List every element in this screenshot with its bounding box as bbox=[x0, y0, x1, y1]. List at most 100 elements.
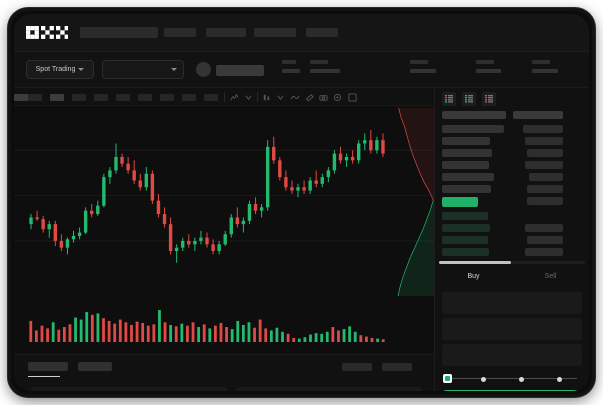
header-nav-markets[interactable] bbox=[206, 28, 246, 37]
orderbook-view-asks-icon[interactable] bbox=[482, 92, 496, 106]
orderbook-ask-row[interactable] bbox=[435, 161, 589, 169]
ticker-stat-label bbox=[532, 60, 550, 64]
timeframe-more[interactable] bbox=[204, 94, 218, 101]
fullscreen-icon[interactable] bbox=[348, 93, 357, 102]
trade-tabs: Buy Sell bbox=[435, 266, 589, 286]
orderbook-bid-row[interactable] bbox=[435, 224, 589, 232]
orders-action-hide-other-pairs[interactable] bbox=[342, 363, 372, 371]
active-tab-underline bbox=[28, 376, 60, 377]
header-nav-trade[interactable] bbox=[254, 28, 296, 37]
chevron-down-icon bbox=[171, 68, 177, 71]
timeframe-1d[interactable] bbox=[138, 94, 152, 101]
percent-slider-handle[interactable] bbox=[443, 374, 452, 383]
orderbook-amount bbox=[525, 224, 563, 232]
order-price-input[interactable] bbox=[442, 292, 582, 314]
market-type-label: Spot Trading bbox=[35, 66, 76, 73]
order-amount-input[interactable] bbox=[442, 318, 582, 340]
orderbook-bid-row[interactable] bbox=[435, 236, 589, 244]
ruler-icon[interactable] bbox=[305, 93, 314, 102]
orders-row-right[interactable] bbox=[236, 387, 422, 391]
ticker-stat-24h-volume bbox=[532, 60, 558, 73]
compare-icon[interactable] bbox=[262, 93, 271, 102]
orders-action-cancel-all[interactable] bbox=[382, 363, 412, 371]
orderbook-scrollbar-thumb[interactable] bbox=[439, 261, 511, 264]
timeframe-1M[interactable] bbox=[182, 94, 196, 101]
timeframe-5m[interactable] bbox=[50, 94, 64, 101]
percent-slider-stop-50[interactable] bbox=[519, 376, 524, 382]
orderbook-amount bbox=[525, 137, 563, 145]
orderbook-col-amount bbox=[513, 111, 563, 119]
orderbook-amount bbox=[527, 236, 563, 244]
settings-icon[interactable] bbox=[276, 93, 285, 102]
candlestick-series bbox=[14, 130, 434, 263]
pair-select[interactable] bbox=[102, 60, 184, 79]
orderbook-col-price bbox=[442, 111, 506, 119]
orderbook-ask-row[interactable] bbox=[435, 185, 589, 193]
orderbook-price bbox=[442, 173, 494, 181]
line-tool-icon[interactable] bbox=[290, 93, 300, 102]
percent-slider-track bbox=[447, 378, 577, 379]
timeframe-1w[interactable] bbox=[160, 94, 174, 101]
orderbook-view-both-icon[interactable] bbox=[442, 92, 456, 106]
timeframe-1m[interactable] bbox=[28, 94, 42, 101]
percent-slider-stop-75[interactable] bbox=[557, 376, 562, 382]
toolbar-divider bbox=[257, 92, 258, 102]
market-type-select[interactable]: Spot Trading bbox=[26, 60, 94, 79]
avatar bbox=[196, 62, 211, 77]
orderbook-price bbox=[442, 125, 504, 133]
candlestick-chart[interactable] bbox=[14, 106, 434, 302]
orders-tab-open-orders[interactable] bbox=[28, 362, 68, 371]
ticker-stat-value bbox=[476, 69, 501, 73]
ticker-bar: Spot Trading bbox=[14, 52, 589, 88]
orderbook-price bbox=[442, 248, 489, 256]
chart-type-icon[interactable] bbox=[244, 93, 253, 102]
orderbook-ask-row[interactable] bbox=[435, 173, 589, 181]
orderbook-price bbox=[442, 161, 489, 169]
magnet-icon[interactable] bbox=[333, 93, 342, 102]
okx-logo-icon[interactable] bbox=[26, 26, 68, 39]
orderbook-amount bbox=[527, 197, 563, 205]
ticker-stat-24h-high bbox=[410, 60, 436, 73]
timeframe-1h[interactable] bbox=[94, 94, 108, 101]
orders-tab-order-history[interactable] bbox=[78, 362, 112, 371]
orderbook-ask-row[interactable] bbox=[435, 137, 589, 145]
ticker-stat-label bbox=[476, 60, 494, 64]
percent-slider-stop-25[interactable] bbox=[481, 376, 486, 382]
orderbook-ask-row[interactable] bbox=[435, 125, 589, 133]
percent-slider[interactable] bbox=[443, 374, 581, 383]
orderbook-spread-price bbox=[442, 197, 478, 207]
orderbook-price bbox=[442, 236, 488, 244]
trade-tab-sell[interactable]: Sell bbox=[544, 272, 557, 280]
orderbook[interactable] bbox=[435, 111, 589, 261]
depth-area-series bbox=[397, 107, 434, 297]
orderbook-price bbox=[442, 185, 491, 193]
ticker-stat-value bbox=[310, 69, 340, 73]
orderbook-bid-row[interactable] bbox=[435, 212, 589, 220]
trade-tab-buy[interactable]: Buy bbox=[467, 272, 480, 280]
header-nav-earn[interactable] bbox=[306, 28, 338, 37]
submit-order-button[interactable] bbox=[443, 390, 581, 391]
orderbook-amount bbox=[525, 161, 563, 169]
order-total-input[interactable] bbox=[442, 344, 582, 366]
orderbook-ask-row[interactable] bbox=[435, 149, 589, 157]
right-panel: Buy Sell bbox=[434, 88, 589, 391]
header-nav-buy-crypto[interactable] bbox=[164, 28, 196, 37]
tablet-device-frame: Spot Trading bbox=[8, 8, 595, 397]
ticker-stat-last-price bbox=[282, 60, 300, 73]
timeframe-15m[interactable] bbox=[72, 94, 86, 101]
orderbook-view-bids-icon[interactable] bbox=[462, 92, 476, 106]
orderbook-view-toggles bbox=[442, 92, 496, 106]
orderbook-amount bbox=[523, 125, 563, 133]
ticker-stat-label bbox=[282, 60, 296, 64]
orderbook-bid-row[interactable] bbox=[435, 248, 589, 256]
chevron-down-icon bbox=[78, 68, 85, 71]
indicators-icon[interactable] bbox=[230, 93, 239, 102]
orderbook-scrollbar[interactable] bbox=[439, 261, 585, 264]
pair-name bbox=[216, 65, 264, 76]
timeframe-4h[interactable] bbox=[116, 94, 130, 101]
search-input[interactable] bbox=[80, 27, 158, 38]
orders-row-left[interactable] bbox=[31, 387, 227, 391]
camera-icon[interactable] bbox=[319, 93, 328, 102]
ticker-stat-24h-change bbox=[310, 60, 340, 73]
orderbook-amount bbox=[527, 185, 563, 193]
